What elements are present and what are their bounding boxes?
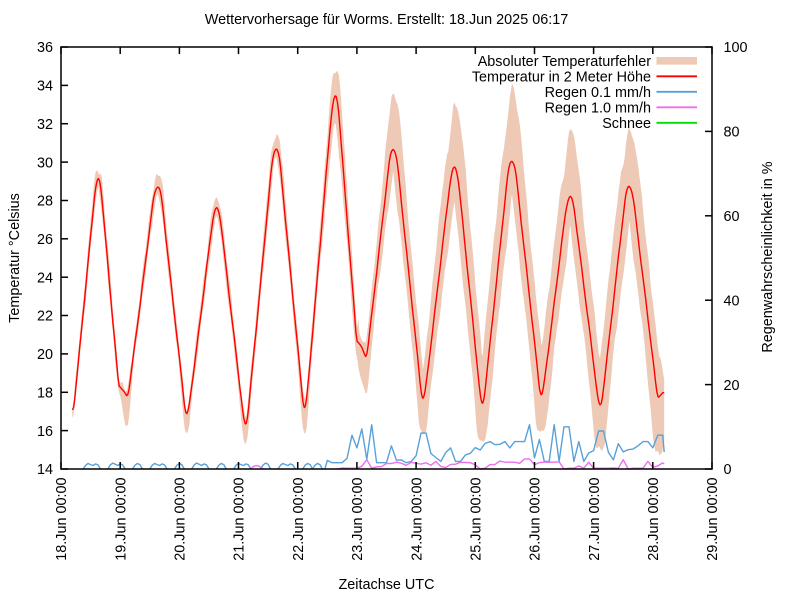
svg-text:36: 36 xyxy=(37,40,53,56)
svg-text:21.Jun 00:00: 21.Jun 00:00 xyxy=(232,478,248,561)
svg-text:Absoluter Temperaturfehler: Absoluter Temperaturfehler xyxy=(478,54,652,70)
svg-text:0: 0 xyxy=(724,462,732,478)
svg-text:60: 60 xyxy=(724,209,740,225)
svg-text:14: 14 xyxy=(37,462,53,478)
svg-text:22: 22 xyxy=(37,309,53,325)
svg-text:24.Jun 00:00: 24.Jun 00:00 xyxy=(409,478,425,561)
svg-text:20.Jun 00:00: 20.Jun 00:00 xyxy=(173,478,189,561)
svg-text:20: 20 xyxy=(724,378,740,394)
svg-text:26.Jun 00:00: 26.Jun 00:00 xyxy=(528,478,544,561)
svg-text:32: 32 xyxy=(37,117,53,133)
svg-text:22.Jun 00:00: 22.Jun 00:00 xyxy=(291,478,307,561)
svg-text:28.Jun 00:00: 28.Jun 00:00 xyxy=(646,478,662,561)
svg-text:Temperatur °Celsius: Temperatur °Celsius xyxy=(7,193,23,323)
svg-text:20: 20 xyxy=(37,347,53,363)
svg-text:40: 40 xyxy=(724,293,740,309)
svg-text:24: 24 xyxy=(37,270,53,286)
svg-text:26: 26 xyxy=(37,232,53,248)
svg-text:Regen 1.0 mm/h: Regen 1.0 mm/h xyxy=(545,101,651,117)
svg-text:Wettervorhersage für Worms. Er: Wettervorhersage für Worms. Erstellt: 18… xyxy=(205,12,568,28)
svg-text:Temperatur in 2 Meter Höhe: Temperatur in 2 Meter Höhe xyxy=(472,70,651,86)
svg-text:Regen 0.1 mm/h: Regen 0.1 mm/h xyxy=(545,85,651,101)
svg-text:80: 80 xyxy=(724,125,740,141)
svg-text:100: 100 xyxy=(724,40,748,56)
svg-text:29.Jun 00:00: 29.Jun 00:00 xyxy=(705,478,721,561)
svg-text:Zeitachse UTC: Zeitachse UTC xyxy=(339,577,435,593)
svg-text:19.Jun 00:00: 19.Jun 00:00 xyxy=(113,478,129,561)
svg-text:16: 16 xyxy=(37,424,53,440)
svg-text:27.Jun 00:00: 27.Jun 00:00 xyxy=(587,478,603,561)
svg-text:30: 30 xyxy=(37,155,53,171)
svg-text:Schnee: Schnee xyxy=(602,116,651,132)
svg-text:18: 18 xyxy=(37,386,53,402)
svg-text:28: 28 xyxy=(37,194,53,210)
svg-text:18.Jun 00:00: 18.Jun 00:00 xyxy=(54,478,70,561)
svg-text:23.Jun 00:00: 23.Jun 00:00 xyxy=(350,478,366,561)
svg-text:25.Jun 00:00: 25.Jun 00:00 xyxy=(469,478,485,561)
svg-text:Regenwahrscheinlichkeit in %: Regenwahrscheinlichkeit in % xyxy=(760,161,776,352)
svg-text:34: 34 xyxy=(37,79,53,95)
